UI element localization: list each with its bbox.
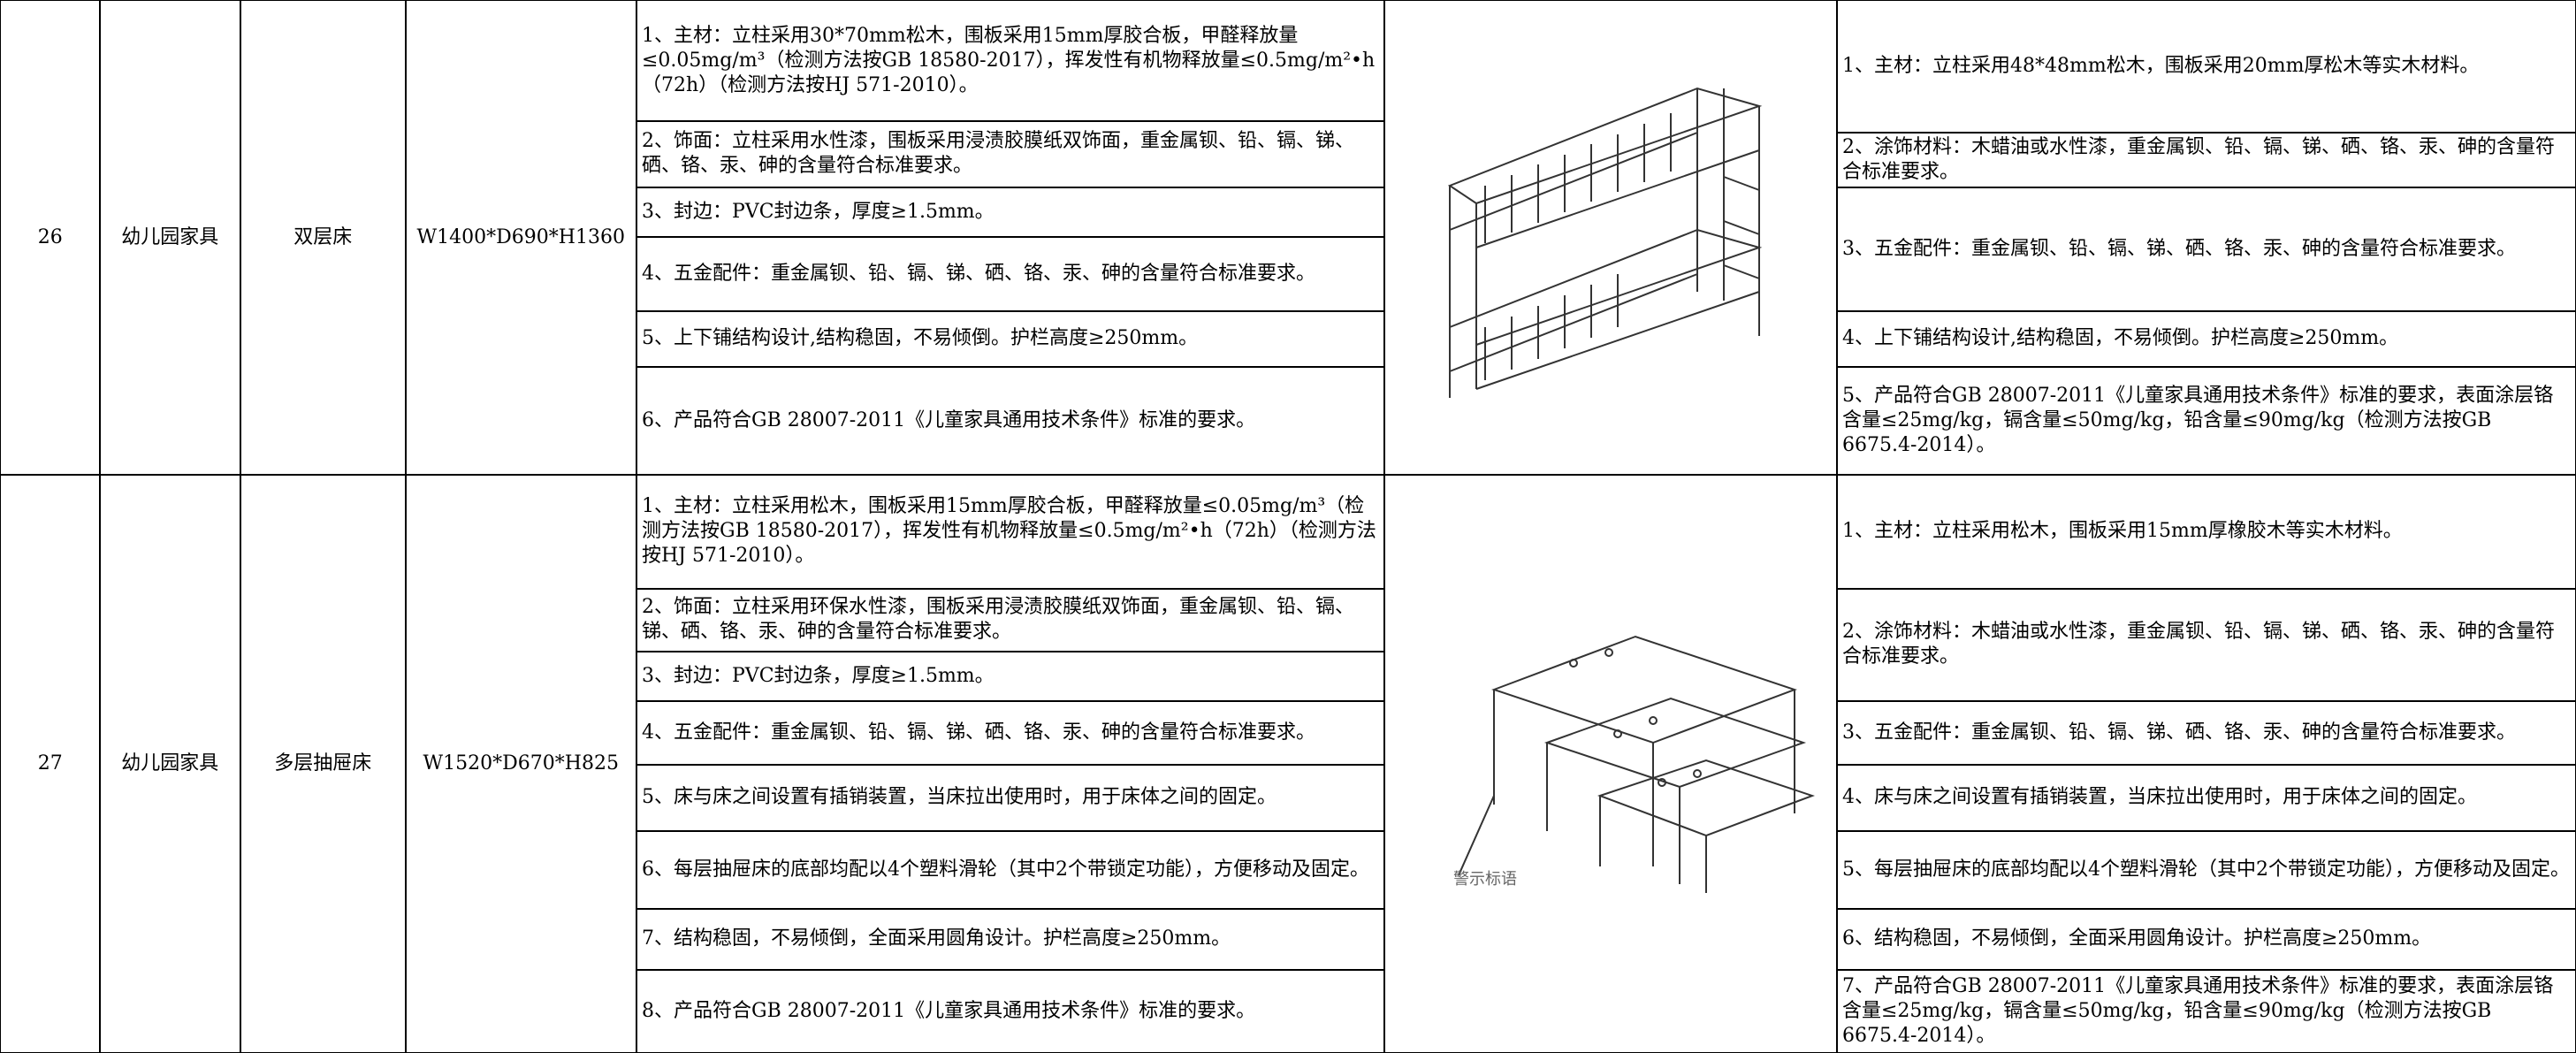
spec-cell-text: 2、饰面：立柱采用环保水性漆，围板采用浸渍胶膜纸双饰面，重金属钡、铅、镉、锑、硒… (642, 596, 1354, 644)
cell-no: 27 (0, 474, 101, 1053)
spec-cell: 3、封边：PVC封边条，厚度≥1.5mm。 (636, 651, 1385, 702)
cell-size-text: W1400*D690*H1360 (416, 225, 625, 248)
cell-no-text: 27 (37, 752, 63, 774)
cell-category-text: 幼儿园家具 (121, 225, 219, 248)
drawer-bed-image: 警示标语 (1453, 635, 1815, 893)
spec-cell-text: 4、五金配件：重金属钡、铅、镉、锑、硒、铬、汞、砷的含量符合标准要求。 (642, 262, 1315, 285)
cell-no-text: 26 (37, 225, 63, 248)
spec-alt-cell-text: 3、五金配件：重金属钡、铅、镉、锑、硒、铬、汞、砷的含量符合标准要求。 (1842, 721, 2516, 744)
spec-cell: 1、主材：立柱采用30*70mm松木，围板采用15mm厚胶合板，甲醛释放量≤0.… (636, 0, 1385, 122)
cell-name-text: 多层抽屉床 (274, 752, 372, 774)
spec-alt-cell-text: 2、涂饰材料：木蜡油或水性漆，重金属钡、铅、镉、锑、硒、铬、汞、砷的含量符合标准… (1842, 621, 2555, 668)
spec-alt-cell-text: 5、产品符合GB 28007-2011《儿童家具通用技术条件》标准的要求，表面涂… (1842, 384, 2554, 456)
spec-cell-text: 8、产品符合GB 28007-2011《儿童家具通用技术条件》标准的要求。 (642, 999, 1256, 1022)
spec-cell: 3、封边：PVC封边条，厚度≥1.5mm。 (636, 187, 1385, 238)
cell-name: 多层抽屉床 (240, 474, 407, 1053)
spec-cell: 5、上下铺结构设计,结构稳固，不易倾倒。护栏高度≥250mm。 (636, 310, 1385, 368)
spec-cell: 2、饰面：立柱采用环保水性漆，围板采用浸渍胶膜纸双饰面，重金属钡、铅、镉、锑、硒… (636, 588, 1385, 652)
spec-alt-cell: 4、床与床之间设置有插销装置，当床拉出使用时，用于床体之间的固定。 (1836, 764, 2576, 832)
spec-cell: 5、床与床之间设置有插销装置，当床拉出使用时，用于床体之间的固定。 (636, 764, 1385, 832)
spec-alt-cell: 1、主材：立柱采用48*48mm松木，围板采用20mm厚松木等实木材料。 (1836, 0, 2576, 134)
cell-category: 幼儿园家具 (99, 474, 241, 1053)
spec-alt-cell: 1、主材：立柱采用松木，围板采用15mm厚橡胶木等实木材料。 (1836, 474, 2576, 590)
spec-cell-text: 3、封边：PVC封边条，厚度≥1.5mm。 (642, 664, 995, 687)
cell-size-text: W1520*D670*H825 (423, 752, 619, 774)
cell-size: W1520*D670*H825 (405, 474, 637, 1053)
spec-cell: 8、产品符合GB 28007-2011《儿童家具通用技术条件》标准的要求。 (636, 969, 1385, 1053)
image-cell (1383, 0, 1838, 476)
spec-alt-cell-text: 4、上下铺结构设计,结构稳固，不易倾倒。护栏高度≥250mm。 (1842, 327, 2399, 350)
spec-alt-cell-text: 1、主材：立柱采用48*48mm松木，围板采用20mm厚松木等实木材料。 (1842, 55, 2480, 78)
spec-alt-cell: 2、涂饰材料：木蜡油或水性漆，重金属钡、铅、镉、锑、硒、铬、汞、砷的含量符合标准… (1836, 588, 2576, 702)
spec-cell: 4、五金配件：重金属钡、铅、镉、锑、硒、铬、汞、砷的含量符合标准要求。 (636, 236, 1385, 312)
spec-cell: 1、主材：立柱采用松木，围板采用15mm厚胶合板，甲醛释放量≤0.05mg/m³… (636, 474, 1385, 590)
cell-category: 幼儿园家具 (99, 0, 241, 476)
spec-cell: 6、产品符合GB 28007-2011《儿童家具通用技术条件》标准的要求。 (636, 366, 1385, 476)
spec-alt-cell: 3、五金配件：重金属钡、铅、镉、锑、硒、铬、汞、砷的含量符合标准要求。 (1836, 700, 2576, 766)
spec-alt-cell-text: 4、床与床之间设置有插销装置，当床拉出使用时，用于床体之间的固定。 (1842, 786, 2477, 809)
spec-cell-text: 2、饰面：立柱采用水性漆，围板采用浸渍胶膜纸双饰面，重金属钡、铅、镉、锑、硒、铬… (642, 130, 1354, 178)
spec-alt-cell-text: 1、主材：立柱采用松木，围板采用15mm厚橡胶木等实木材料。 (1842, 520, 2403, 543)
cell-name: 双层床 (240, 0, 407, 476)
spec-cell-text: 6、产品符合GB 28007-2011《儿童家具通用技术条件》标准的要求。 (642, 408, 1256, 431)
spec-cell: 6、每层抽屉床的底部均配以4个塑料滑轮（其中2个带锁定功能），方便移动及固定。 (636, 830, 1385, 910)
spec-alt-cell: 3、五金配件：重金属钡、铅、镉、锑、硒、铬、汞、砷的含量符合标准要求。 (1836, 187, 2576, 312)
spec-cell-text: 1、主材：立柱采用松木，围板采用15mm厚胶合板，甲醛释放量≤0.05mg/m³… (642, 495, 1376, 568)
spec-cell: 2、饰面：立柱采用水性漆，围板采用浸渍胶膜纸双饰面，重金属钡、铅、镉、锑、硒、铬… (636, 120, 1385, 188)
spec-cell: 7、结构稳固，不易倾倒，全面采用圆角设计。护栏高度≥250mm。 (636, 908, 1385, 971)
spec-cell-text: 1、主材：立柱采用30*70mm松木，围板采用15mm厚胶合板，甲醛释放量≤0.… (642, 24, 1376, 96)
spec-alt-cell-text: 2、涂饰材料：木蜡油或水性漆，重金属钡、铅、镉、锑、硒、铬、汞、砷的含量符合标准… (1842, 135, 2555, 183)
spec-cell-text: 5、上下铺结构设计,结构稳固，不易倾倒。护栏高度≥250mm。 (642, 327, 1199, 350)
spec-cell: 4、五金配件：重金属钡、铅、镉、锑、硒、铬、汞、砷的含量符合标准要求。 (636, 700, 1385, 766)
spec-alt-cell-text: 7、产品符合GB 28007-2011《儿童家具通用技术条件》标准的要求，表面涂… (1842, 974, 2554, 1047)
spec-alt-cell-text: 3、五金配件：重金属钡、铅、镉、锑、硒、铬、汞、砷的含量符合标准要求。 (1842, 237, 2516, 260)
spec-alt-cell: 2、涂饰材料：木蜡油或水性漆，重金属钡、铅、镉、锑、硒、铬、汞、砷的含量符合标准… (1836, 132, 2576, 188)
spec-cell-text: 3、封边：PVC封边条，厚度≥1.5mm。 (642, 200, 995, 223)
spec-cell-text: 5、床与床之间设置有插销装置，当床拉出使用时，用于床体之间的固定。 (642, 786, 1277, 809)
cell-size: W1400*D690*H1360 (405, 0, 637, 476)
spec-alt-cell-text: 5、每层抽屉床的底部均配以4个塑料滑轮（其中2个带锁定功能），方便移动及固定。 (1842, 858, 2570, 881)
spec-alt-cell: 6、结构稳固，不易倾倒，全面采用圆角设计。护栏高度≥250mm。 (1836, 908, 2576, 971)
spec-alt-cell: 5、每层抽屉床的底部均配以4个塑料滑轮（其中2个带锁定功能），方便移动及固定。 (1836, 830, 2576, 910)
cell-name-text: 双层床 (293, 225, 353, 248)
image-label: 警示标语 (1453, 870, 1517, 889)
spec-cell-text: 7、结构稳固，不易倾倒，全面采用圆角设计。护栏高度≥250mm。 (642, 927, 1231, 950)
spec-alt-cell-text: 6、结构稳固，不易倾倒，全面采用圆角设计。护栏高度≥250mm。 (1842, 927, 2432, 950)
spec-alt-cell: 7、产品符合GB 28007-2011《儿童家具通用技术条件》标准的要求，表面涂… (1836, 969, 2576, 1053)
bunk-bed-image (1447, 87, 1763, 398)
spec-alt-cell: 4、上下铺结构设计,结构稳固，不易倾倒。护栏高度≥250mm。 (1836, 310, 2576, 368)
spec-cell-text: 4、五金配件：重金属钡、铅、镉、锑、硒、铬、汞、砷的含量符合标准要求。 (642, 721, 1315, 744)
cell-category-text: 幼儿园家具 (121, 752, 219, 774)
spec-cell-text: 6、每层抽屉床的底部均配以4个塑料滑轮（其中2个带锁定功能），方便移动及固定。 (642, 858, 1369, 881)
spec-alt-cell: 5、产品符合GB 28007-2011《儿童家具通用技术条件》标准的要求，表面涂… (1836, 366, 2576, 476)
cell-no: 26 (0, 0, 101, 476)
